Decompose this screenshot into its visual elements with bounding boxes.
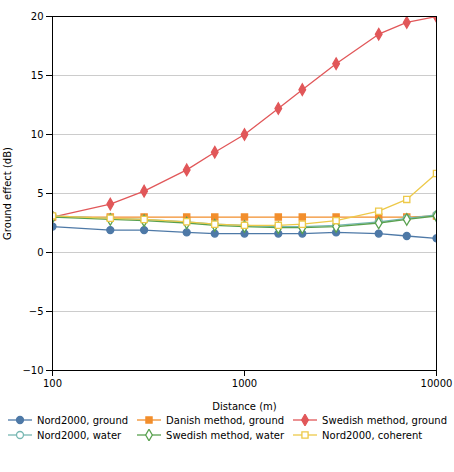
html-text:Swedish method, ground: Swedish method, ground: [322, 414, 447, 426]
html-text:Danish method, ground: Danish method, ground: [166, 414, 285, 426]
html-text:Swedish method, water: Swedish method, water: [166, 429, 285, 441]
svg-text:Distance (m): Distance (m): [212, 401, 277, 412]
svg-text:Ground effect (dB): Ground effect (dB): [2, 147, 13, 240]
svg-text:−10: −10: [22, 365, 43, 376]
svg-text:100: 100: [43, 378, 62, 389]
svg-text:5: 5: [37, 188, 43, 199]
svg-text:−5: −5: [29, 306, 44, 317]
svg-text:10: 10: [31, 129, 44, 140]
svg-text:1000: 1000: [232, 378, 257, 389]
svg-text:20: 20: [31, 11, 44, 22]
svg-text:10000: 10000: [421, 378, 453, 389]
html-text:Nord2000, ground: Nord2000, ground: [37, 414, 129, 426]
svg-text:15: 15: [31, 70, 44, 81]
html-text:Nord2000, coherent: Nord2000, coherent: [322, 429, 423, 441]
svg-text:0: 0: [37, 247, 43, 258]
html-text:Nord2000, water: Nord2000, water: [37, 429, 122, 441]
